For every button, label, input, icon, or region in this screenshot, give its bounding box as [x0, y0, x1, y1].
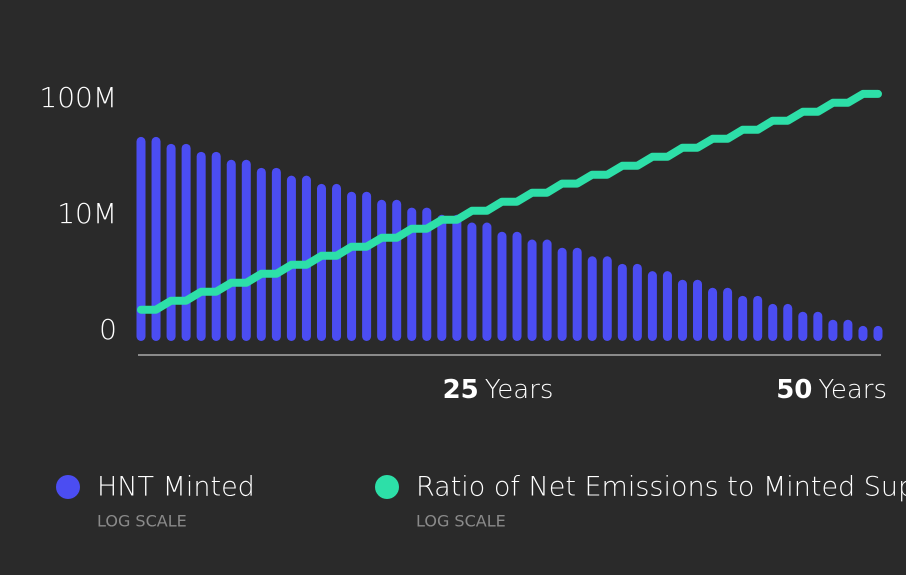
bar	[512, 231, 522, 341]
bar	[437, 214, 447, 341]
bar	[677, 279, 687, 341]
bar	[662, 271, 672, 341]
bar	[196, 151, 206, 341]
bar	[226, 159, 236, 341]
y-tick-label: 0	[99, 313, 117, 346]
bar	[768, 303, 778, 341]
x-tick-unit: Years	[485, 375, 554, 405]
bar	[181, 143, 191, 341]
legend-marker	[56, 475, 80, 499]
x-tick-label: 50 Years	[776, 375, 887, 405]
bar	[738, 295, 748, 341]
bar	[843, 319, 853, 341]
bar	[542, 239, 552, 341]
bar	[151, 136, 161, 341]
bar	[858, 325, 868, 341]
legend-label: Ratio of Net Emissions to Minted Supply	[416, 472, 906, 503]
bar	[332, 183, 342, 341]
legend-label: HNT Minted	[97, 472, 255, 503]
bar	[467, 222, 477, 341]
bar	[377, 199, 387, 341]
bar	[873, 325, 883, 341]
bar	[166, 143, 176, 341]
bar	[753, 295, 763, 341]
bar	[587, 256, 597, 341]
bar	[241, 159, 251, 341]
bar	[256, 167, 266, 341]
bar	[647, 271, 657, 341]
x-tick-label: 25 Years	[443, 375, 554, 405]
x-tick-number: 25	[443, 375, 479, 405]
bar	[527, 239, 537, 341]
legend-marker	[375, 475, 399, 499]
bar	[723, 287, 733, 341]
bar	[693, 279, 703, 341]
bar	[301, 175, 311, 341]
bar	[392, 199, 402, 341]
bar	[632, 263, 642, 341]
bar	[783, 303, 793, 341]
bar	[211, 151, 221, 341]
bar	[557, 247, 567, 341]
bar	[452, 214, 462, 341]
bar	[572, 247, 582, 341]
bar	[828, 319, 838, 341]
bar	[602, 256, 612, 341]
bar	[136, 136, 146, 341]
bar	[813, 311, 823, 341]
y-tick-label: 10M	[57, 197, 117, 230]
bar	[347, 191, 357, 341]
x-tick-number: 50	[776, 375, 812, 405]
bar	[617, 263, 627, 341]
x-tick-unit: Years	[818, 375, 887, 405]
legend-note: LOG SCALE	[97, 512, 187, 531]
line	[137, 89, 882, 314]
bar	[286, 175, 296, 341]
bar	[271, 167, 281, 341]
bar	[497, 231, 507, 341]
bar	[708, 287, 718, 341]
bar	[362, 191, 372, 341]
bar	[422, 207, 432, 341]
legend-note: LOG SCALE	[416, 512, 506, 531]
bar	[316, 183, 326, 341]
bar	[407, 207, 417, 341]
bar	[798, 311, 808, 341]
bar	[482, 222, 492, 341]
y-tick-label: 100M	[39, 81, 117, 114]
